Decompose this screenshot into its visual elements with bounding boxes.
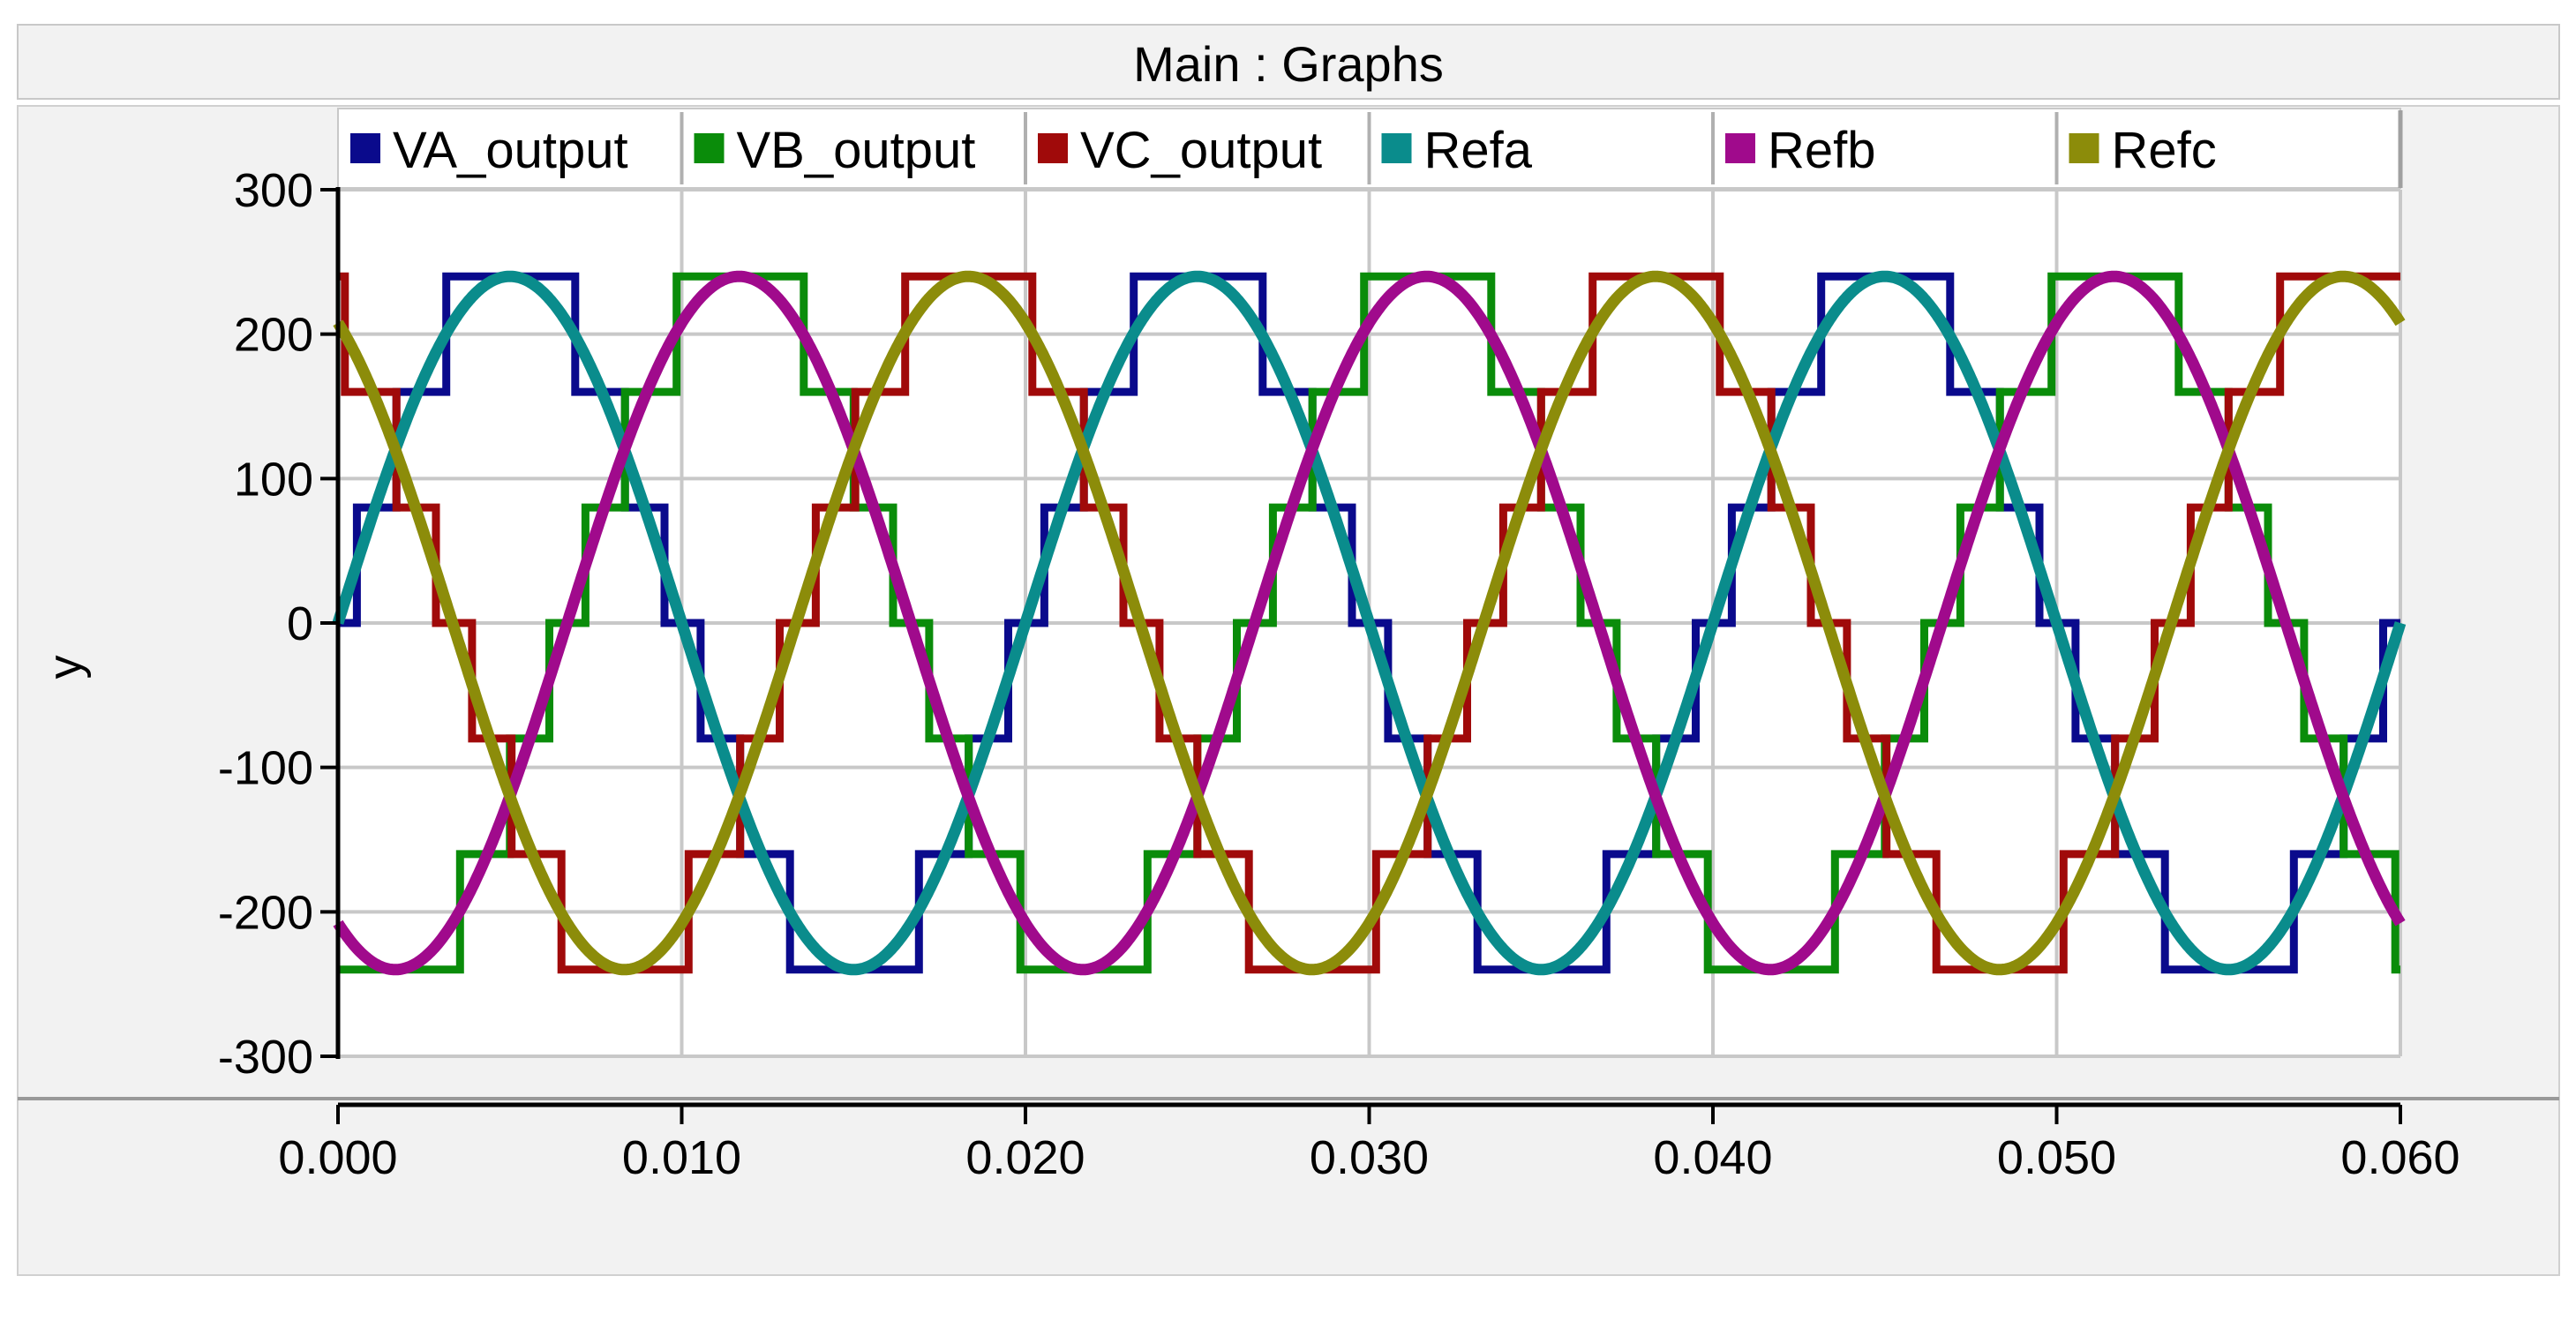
y-tick-label: 0: [287, 597, 313, 650]
chart-title: Main : Graphs: [1133, 36, 1444, 92]
series-line-Refc: [333, 270, 2406, 976]
series-line-Refa: [332, 270, 2407, 976]
legend-label-Refc: Refc: [2112, 122, 2217, 179]
legend-label-VA_output: VA_output: [393, 122, 628, 179]
title-bar: [17, 24, 2560, 100]
x-tick-label: 0.020: [965, 1131, 1085, 1184]
y-tick-label: -100: [218, 742, 313, 795]
legend-swatch-VA_output: [350, 133, 380, 163]
legend-label-Refa: Refa: [1424, 122, 1533, 179]
legend-swatch-Refc: [2069, 133, 2099, 163]
legend-swatch-VB_output: [694, 133, 725, 163]
series-line-Refb: [333, 270, 2406, 976]
x-tick-label: 0.030: [1310, 1131, 1429, 1184]
y-tick-label: 200: [234, 309, 313, 362]
x-tick-label: 0.000: [278, 1131, 397, 1184]
y-tick-label: -200: [218, 886, 313, 939]
x-tick-label: 0.060: [2340, 1131, 2460, 1184]
legend-label-Refb: Refb: [1768, 122, 1876, 179]
y-tick-label: 300: [234, 164, 313, 217]
legend-label-VC_output: VC_output: [1080, 122, 1322, 179]
x-tick-label: 0.010: [622, 1131, 741, 1184]
y-tick-label: 100: [234, 453, 313, 506]
legend-swatch-Refb: [1725, 133, 1755, 163]
legend-swatch-VC_output: [1038, 133, 1068, 163]
legend-label-VB_output: VB_output: [737, 122, 976, 179]
y-ticks: 300 200 100 0 -100 -200 -300: [218, 164, 338, 1084]
y-tick-label: -300: [218, 1031, 313, 1084]
x-tick-label: 0.040: [1653, 1131, 1772, 1184]
legend-swatch-Refa: [1381, 133, 1412, 163]
legend: VA_output VB_output VC_output Refa Refb Refc: [337, 108, 2403, 189]
x-tick-label: 0.050: [1997, 1131, 2116, 1184]
series-group: [332, 270, 2407, 976]
y-axis-label: y: [39, 656, 92, 679]
x-ticks: 0.000 0.010 0.020 0.030 0.040 0.050 0.060: [278, 1105, 2460, 1184]
